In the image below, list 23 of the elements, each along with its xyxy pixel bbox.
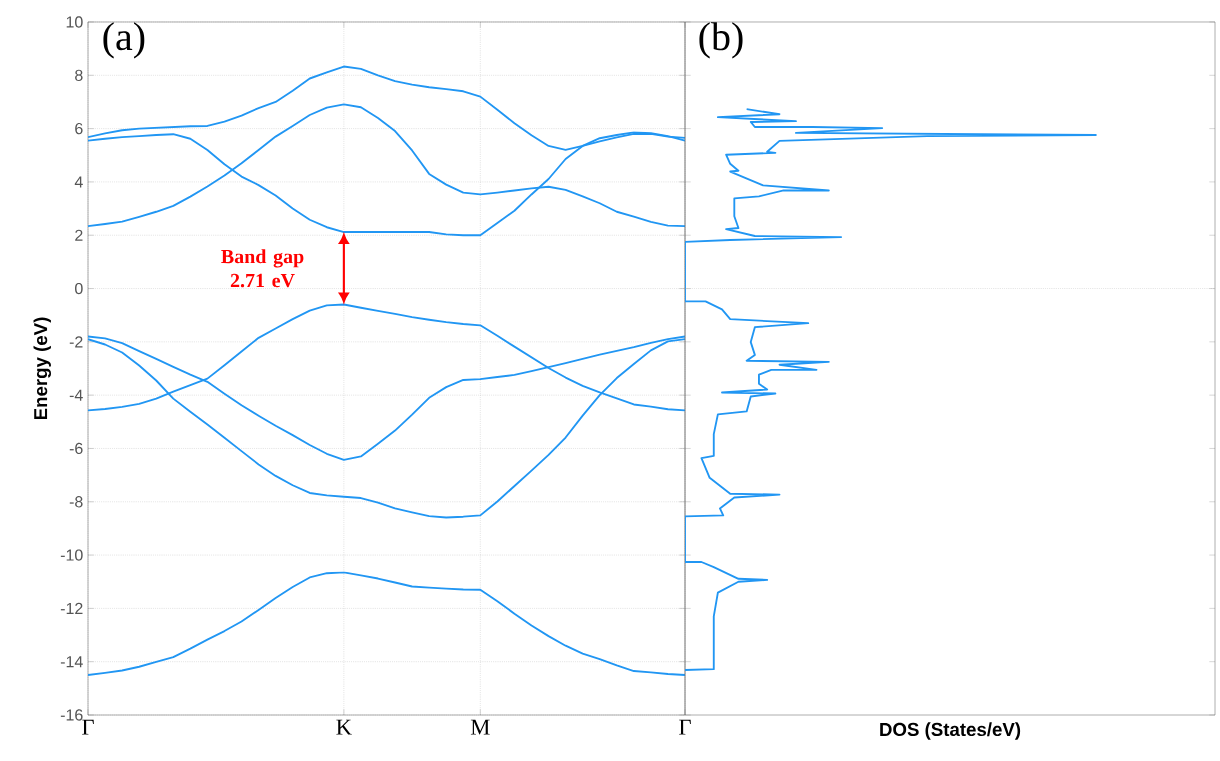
chart-title: (a)	[103, 22, 145, 59]
x-axis-title: DOS (States/eV)	[880, 722, 1021, 740]
y-tick-label: -6	[69, 442, 83, 455]
y-tick-label: -10	[60, 549, 83, 561]
y-axis-title: Energy (eV)	[33, 317, 52, 420]
y-tick-label: -14	[60, 656, 83, 668]
y-tick-label: 4	[74, 176, 83, 188]
y-tick-label: 8	[75, 69, 83, 81]
y-tick-label: 2	[75, 229, 83, 241]
x-tick-label: Γ	[82, 719, 94, 735]
x-tick-label: Γ	[679, 719, 691, 735]
chart-title: (b)	[699, 22, 743, 59]
x-tick-label: M	[470, 719, 490, 735]
y-tick-label: -8	[69, 496, 83, 508]
x-tick-label: K	[336, 719, 352, 735]
y-tick-label: -4	[69, 389, 83, 401]
y-tick-label: -12	[60, 602, 83, 614]
y-tick-label: 10	[66, 16, 83, 28]
y-tick-label: -2	[69, 336, 83, 348]
y-tick-label: 0	[75, 282, 83, 295]
y-tick-label: -16	[60, 709, 83, 721]
annotation: Band gap 2.71 eV	[221, 249, 304, 288]
y-tick-label: 6	[75, 122, 83, 135]
